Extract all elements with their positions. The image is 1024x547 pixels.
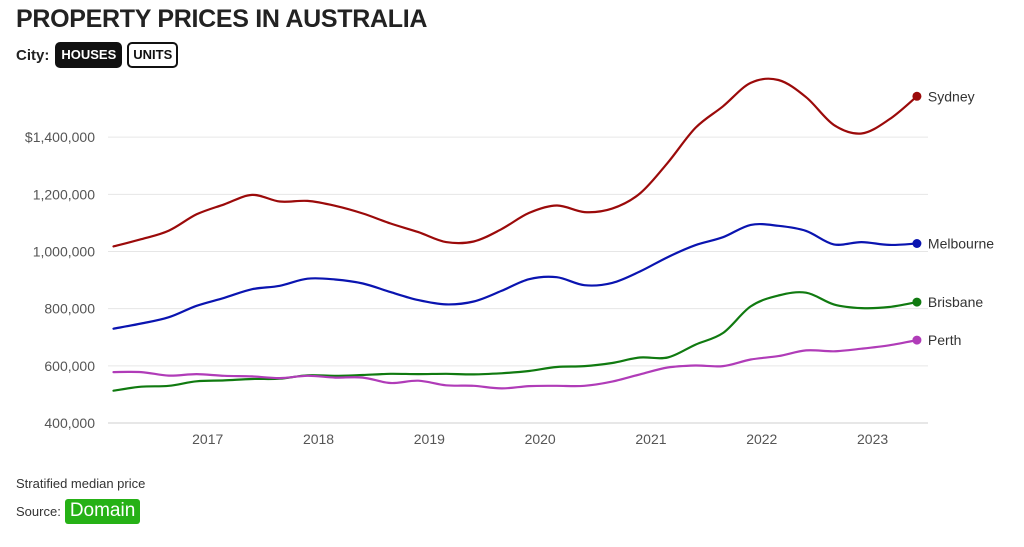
footnote: Stratified median price (16, 476, 146, 491)
x-tick-label: 2021 (635, 431, 666, 447)
y-tick-label: 1,000,000 (33, 244, 95, 260)
x-tick-label: 2022 (746, 431, 777, 447)
series-end-point-sydney (912, 91, 922, 101)
x-tick-label: 2020 (525, 431, 556, 447)
y-tick-label: $1,400,000 (25, 129, 95, 145)
series-label-perth: Perth (928, 332, 961, 348)
series-line-perth (112, 339, 918, 390)
x-tick-label: 2018 (303, 431, 334, 447)
y-tick-label: 800,000 (44, 301, 95, 317)
series-label-sydney: Sydney (928, 88, 975, 104)
x-tick-label: 2017 (192, 431, 223, 447)
houses-toggle-button[interactable]: HOUSES (55, 42, 123, 68)
x-tick-label: 2019 (414, 431, 445, 447)
page-title: PROPERTY PRICES IN AUSTRALIA (16, 5, 428, 33)
series-end-point-perth (912, 335, 922, 345)
city-controls: City: HOUSES UNITS (16, 42, 183, 68)
source-line: Source: Domain (16, 499, 141, 524)
domain-logo: Domain (64, 499, 141, 524)
city-label: City: (16, 46, 50, 64)
series-line-brisbane (112, 291, 918, 392)
series-line-melbourne (112, 222, 918, 330)
series-end-point-melbourne (912, 238, 922, 248)
series-label-brisbane: Brisbane (928, 294, 983, 310)
series-label-melbourne: Melbourne (928, 235, 994, 251)
y-tick-label: 1,200,000 (33, 186, 95, 202)
source-label: Source: (16, 504, 61, 519)
y-tick-label: 600,000 (44, 358, 95, 374)
series-end-point-brisbane (912, 297, 922, 307)
y-tick-label: 400,000 (44, 415, 95, 431)
x-tick-label: 2023 (857, 431, 888, 447)
series-line-sydney (112, 77, 918, 248)
units-toggle-button[interactable]: UNITS (127, 42, 179, 68)
